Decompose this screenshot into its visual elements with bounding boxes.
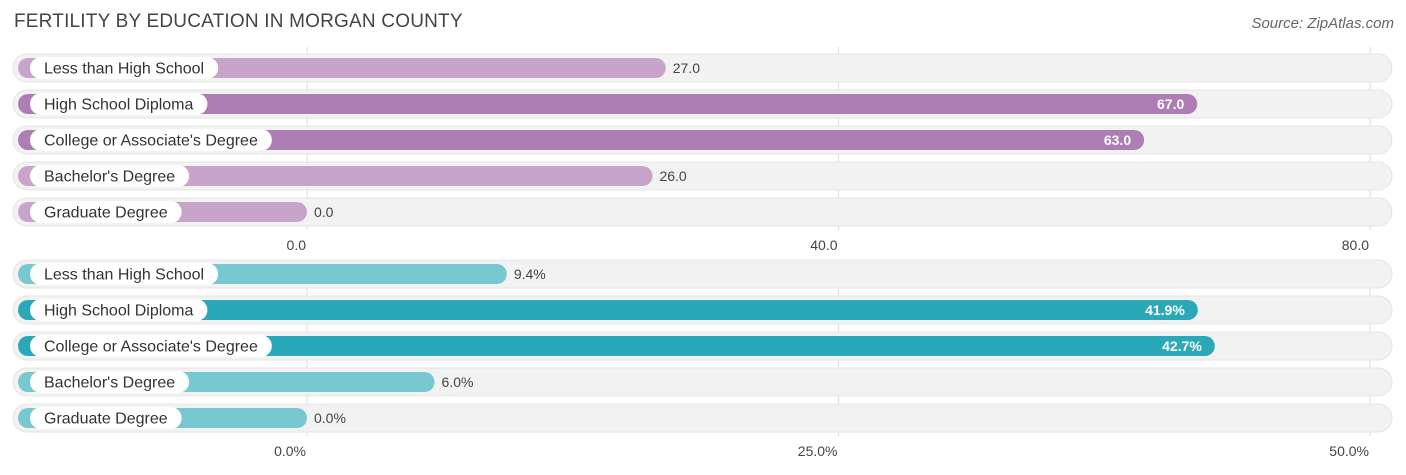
axis-tick-label: 25.0% (798, 443, 838, 459)
bar (18, 130, 1145, 150)
chart-title: FERTILITY BY EDUCATION IN MORGAN COUNTY (14, 11, 463, 32)
bar-category-label: Graduate Degree (44, 411, 168, 428)
label-pill (30, 57, 219, 79)
bar-track (12, 197, 1393, 227)
bar-category-label: Bachelor's Degree (44, 169, 175, 186)
bar-value-label: 26.0 (659, 168, 686, 184)
bar-track (12, 403, 1393, 433)
bar-row: College or Associate's Degree 42.7% (12, 331, 1393, 361)
bar-row: Less than High School 27.0 (12, 53, 1393, 83)
label-pill (30, 93, 208, 115)
bar-category-label: High School Diploma (44, 97, 194, 114)
bar-category-label: High School Diploma (44, 303, 194, 320)
bar-row: College or Associate's Degree 63.0 (12, 125, 1393, 155)
axis-tick-label: 50.0% (1329, 443, 1369, 459)
label-pill (30, 299, 208, 321)
label-pill (30, 335, 272, 357)
axis-tick-label: 0.0% (274, 443, 306, 459)
bar-row: High School Diploma 41.9% (12, 295, 1393, 325)
label-pill (30, 371, 190, 393)
bar-value-label: 0.0% (314, 410, 346, 426)
bar-value-label: 63.0 (1104, 132, 1131, 148)
bar-value-label: 27.0 (673, 60, 700, 76)
bar-category-label: College or Associate's Degree (44, 133, 258, 150)
bar-value-label: 9.4% (514, 266, 546, 282)
chart-panel-1: Less than High School 27.0 High School Dip… (12, 53, 1393, 253)
source-label: Source: ZipAtlas.com (1251, 15, 1394, 32)
chart-panel-2: Less than High School 9.4% High School Dip… (12, 259, 1393, 459)
bar-row: Bachelor's Degree 26.0 (12, 161, 1393, 191)
label-pill (30, 407, 182, 429)
label-pill (30, 165, 190, 187)
bar-category-label: Bachelor's Degree (44, 375, 175, 392)
bar (18, 300, 1198, 320)
bar-value-label: 41.9% (1145, 302, 1185, 318)
bar-value-label: 42.7% (1162, 338, 1202, 354)
bar-row: Bachelor's Degree 6.0% (12, 367, 1393, 397)
bar-row: Graduate Degree 0.0% (12, 403, 1393, 433)
bar-value-label: 0.0 (314, 204, 334, 220)
label-pill (30, 263, 219, 285)
bar-row: Less than High School 9.4% (12, 259, 1393, 289)
bar-category-label: Less than High School (44, 61, 204, 78)
axis-tick-label: 80.0 (1342, 237, 1369, 253)
bar-row: Graduate Degree 0.0 (12, 197, 1393, 227)
bar (18, 94, 1198, 114)
label-pill (30, 201, 182, 223)
bar-category-label: College or Associate's Degree (44, 339, 258, 356)
bar-value-label: 67.0 (1157, 96, 1184, 112)
bar-row: High School Diploma 67.0 (12, 89, 1393, 119)
axis-tick-label: 0.0 (287, 237, 307, 253)
label-pill (30, 129, 272, 151)
bar-category-label: Graduate Degree (44, 205, 168, 222)
bar-category-label: Less than High School (44, 267, 204, 284)
axis-tick-label: 40.0 (810, 237, 837, 253)
bar (18, 336, 1215, 356)
bar-value-label: 6.0% (442, 374, 474, 390)
